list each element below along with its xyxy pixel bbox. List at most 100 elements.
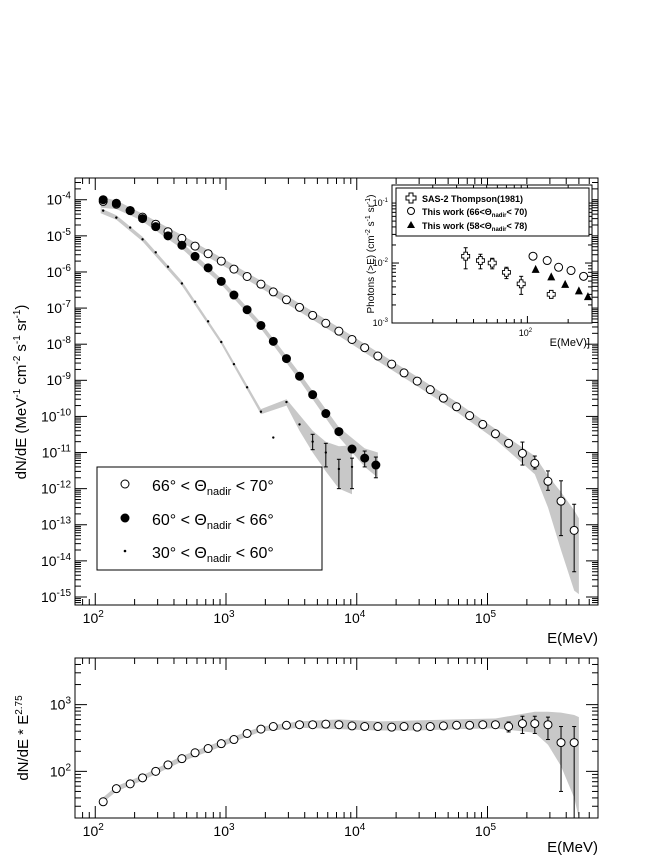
- data-point: [203, 263, 213, 273]
- data-point: [373, 722, 383, 732]
- lower-plot-ticks: [74, 657, 599, 819]
- data-point: [487, 258, 497, 268]
- data-point: [516, 279, 526, 289]
- data-point: [490, 720, 500, 730]
- data-point: [504, 722, 514, 732]
- data-point: [125, 206, 135, 216]
- inset-legend-entry-triangle: This work (58<Θnadir< 78): [407, 221, 527, 233]
- data-point: [141, 238, 144, 241]
- data-point: [579, 271, 589, 281]
- data-point: [360, 343, 370, 353]
- dot-marker-icon: [123, 549, 127, 553]
- data-point: [101, 209, 105, 212]
- data-point: [177, 240, 187, 250]
- inset-plot-series-1: [528, 251, 589, 281]
- data-point: [193, 300, 197, 303]
- data-point: [543, 720, 553, 730]
- lower-x-axis-label: E(MeV): [547, 839, 598, 856]
- data-point: [268, 722, 278, 732]
- lower-plot-series-0: [98, 715, 579, 819]
- legend-entry-66-70: 66° < Θnadir < 70°: [120, 478, 274, 498]
- y-tick-label: 10-7: [47, 299, 72, 316]
- data-point: [556, 738, 566, 748]
- data-point: [298, 423, 301, 426]
- data-point: [425, 722, 435, 732]
- data-point: [190, 241, 200, 251]
- data-point: [308, 310, 318, 320]
- inset-legend-label: This work (58<Θnadir< 78): [422, 221, 527, 233]
- main-plot-series-1: [98, 195, 381, 479]
- data-point: [242, 271, 252, 281]
- data-point: [574, 286, 583, 295]
- data-point: [399, 368, 409, 378]
- data-point: [295, 302, 305, 312]
- data-point: [334, 720, 344, 730]
- data-point: [163, 231, 173, 241]
- open-circle-marker-icon: [407, 207, 415, 215]
- data-point: [166, 265, 170, 268]
- data-point: [504, 438, 514, 448]
- data-point: [334, 326, 344, 336]
- data-point: [452, 402, 462, 412]
- data-point: [387, 722, 397, 732]
- data-point: [542, 256, 552, 266]
- inset-legend: SAS-2 Thompson(1981) This work (66<Θnadi…: [395, 187, 590, 237]
- x-tick-label: 105: [475, 609, 497, 626]
- data-point: [268, 336, 278, 346]
- data-point: [111, 198, 121, 208]
- data-point: [229, 264, 239, 274]
- inset-legend-entry-sas2: SAS-2 Thompson(1981): [405, 192, 523, 204]
- lower-y-axis-label: dN/dE * E2.75: [14, 695, 32, 781]
- x-tick-label: 102: [83, 822, 105, 839]
- data-point: [517, 719, 527, 729]
- filled-triangle-marker-icon: [407, 221, 415, 228]
- x-tick-label: 104: [344, 609, 366, 626]
- data-point: [256, 279, 266, 289]
- data-point: [528, 251, 538, 261]
- data-point: [530, 458, 540, 468]
- data-point: [259, 410, 263, 413]
- data-point: [203, 744, 213, 754]
- data-point: [98, 195, 108, 205]
- legend-label: 66° < Θnadir < 70°: [152, 478, 274, 498]
- data-point: [154, 251, 157, 254]
- main-y-axis-label: dN/dE (MeV-1 cm-2 s-1 sr-1): [12, 305, 30, 480]
- data-point: [242, 305, 252, 315]
- data-point: [128, 226, 132, 229]
- data-point: [177, 754, 187, 764]
- inset-legend-box: [395, 187, 590, 237]
- data-point: [517, 448, 527, 458]
- x-tick-label: 105: [475, 822, 497, 839]
- lower-plot-frame: [74, 657, 599, 819]
- data-point: [216, 276, 226, 286]
- x-tick-label: 102: [519, 328, 533, 338]
- data-point: [569, 525, 579, 535]
- data-point: [242, 728, 252, 738]
- lower-plot: 102 103 104 105 103 102: [50, 657, 599, 839]
- data-point: [281, 354, 291, 364]
- data-point: [216, 256, 226, 266]
- y-tick-label: 10-10: [41, 407, 71, 424]
- data-point: [438, 393, 448, 403]
- data-point: [438, 721, 448, 731]
- data-point: [547, 272, 556, 281]
- y-tick-label: 10-6: [47, 263, 72, 280]
- y-tick-label: 10-12: [41, 480, 71, 497]
- data-point: [324, 451, 328, 454]
- data-point: [360, 453, 370, 463]
- data-point: [229, 290, 239, 300]
- y-tick-label: 10-4: [47, 191, 72, 208]
- data-point: [478, 419, 488, 429]
- uncertainty-band-2: [100, 208, 352, 495]
- data-point: [229, 735, 239, 745]
- data-point: [583, 292, 592, 301]
- legend-entry-30-60: 30° < Θnadir < 60°: [123, 545, 274, 565]
- y-tick-label: 10-5: [47, 227, 72, 244]
- data-point: [203, 249, 213, 259]
- data-point: [478, 720, 488, 730]
- x-tick-label: 103: [213, 822, 235, 839]
- data-point: [334, 427, 344, 437]
- y-tick-label: 10-3: [373, 318, 389, 328]
- legend-label: 30° < Θnadir < 60°: [152, 545, 274, 565]
- main-plot: 102 103 104 105 10-4 10-5 10-6 10-7 10-8 10-9 10-1…: [41, 177, 599, 626]
